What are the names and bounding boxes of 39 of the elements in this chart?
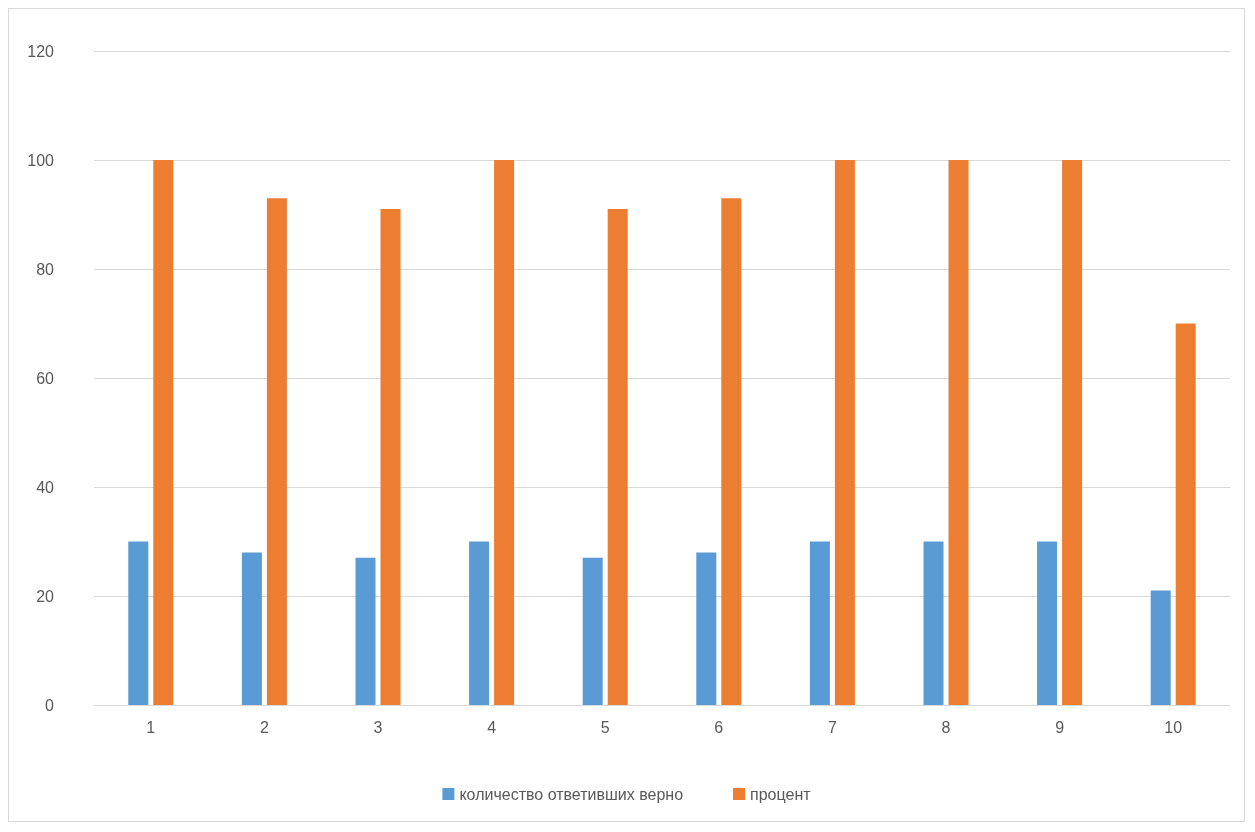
- bar: [696, 552, 717, 705]
- x-tick-label: 7: [827, 718, 837, 736]
- bar: [241, 552, 262, 705]
- bar: [721, 198, 742, 705]
- bar: [494, 160, 515, 705]
- y-tick-label: 80: [36, 260, 55, 278]
- bar: [128, 541, 149, 705]
- x-tick-label: 4: [487, 718, 497, 736]
- y-tick-label: 40: [36, 478, 55, 496]
- y-tick-label: 120: [27, 42, 55, 60]
- bar: [1037, 541, 1058, 705]
- bar: [1175, 323, 1196, 705]
- bar: [1150, 590, 1171, 705]
- bar: [153, 160, 174, 705]
- bar: [1062, 160, 1083, 705]
- y-tick-label: 100: [27, 151, 55, 169]
- x-tick-label: 8: [941, 718, 951, 736]
- bar: [948, 160, 969, 705]
- x-tick-label: 1: [146, 718, 156, 736]
- bar: [809, 541, 830, 705]
- legend-label: количество ответивших верно: [459, 785, 684, 803]
- x-tick-label: 3: [373, 718, 383, 736]
- bar: [266, 198, 287, 705]
- x-tick-label: 6: [714, 718, 724, 736]
- bar: [355, 557, 376, 705]
- x-tick-label: 5: [600, 718, 610, 736]
- x-tick-label: 10: [1164, 718, 1183, 736]
- x-tick-label: 2: [259, 718, 269, 736]
- bar: [380, 209, 401, 705]
- legend-label: процент: [750, 785, 812, 803]
- y-tick-label: 0: [45, 696, 55, 714]
- y-tick-label: 20: [36, 587, 55, 605]
- bar: [469, 541, 490, 705]
- x-tick-label: 9: [1055, 718, 1065, 736]
- bar: [582, 557, 603, 705]
- bar: [923, 541, 944, 705]
- bar: [607, 209, 628, 705]
- bar: [834, 160, 855, 705]
- y-tick-label: 60: [36, 369, 55, 387]
